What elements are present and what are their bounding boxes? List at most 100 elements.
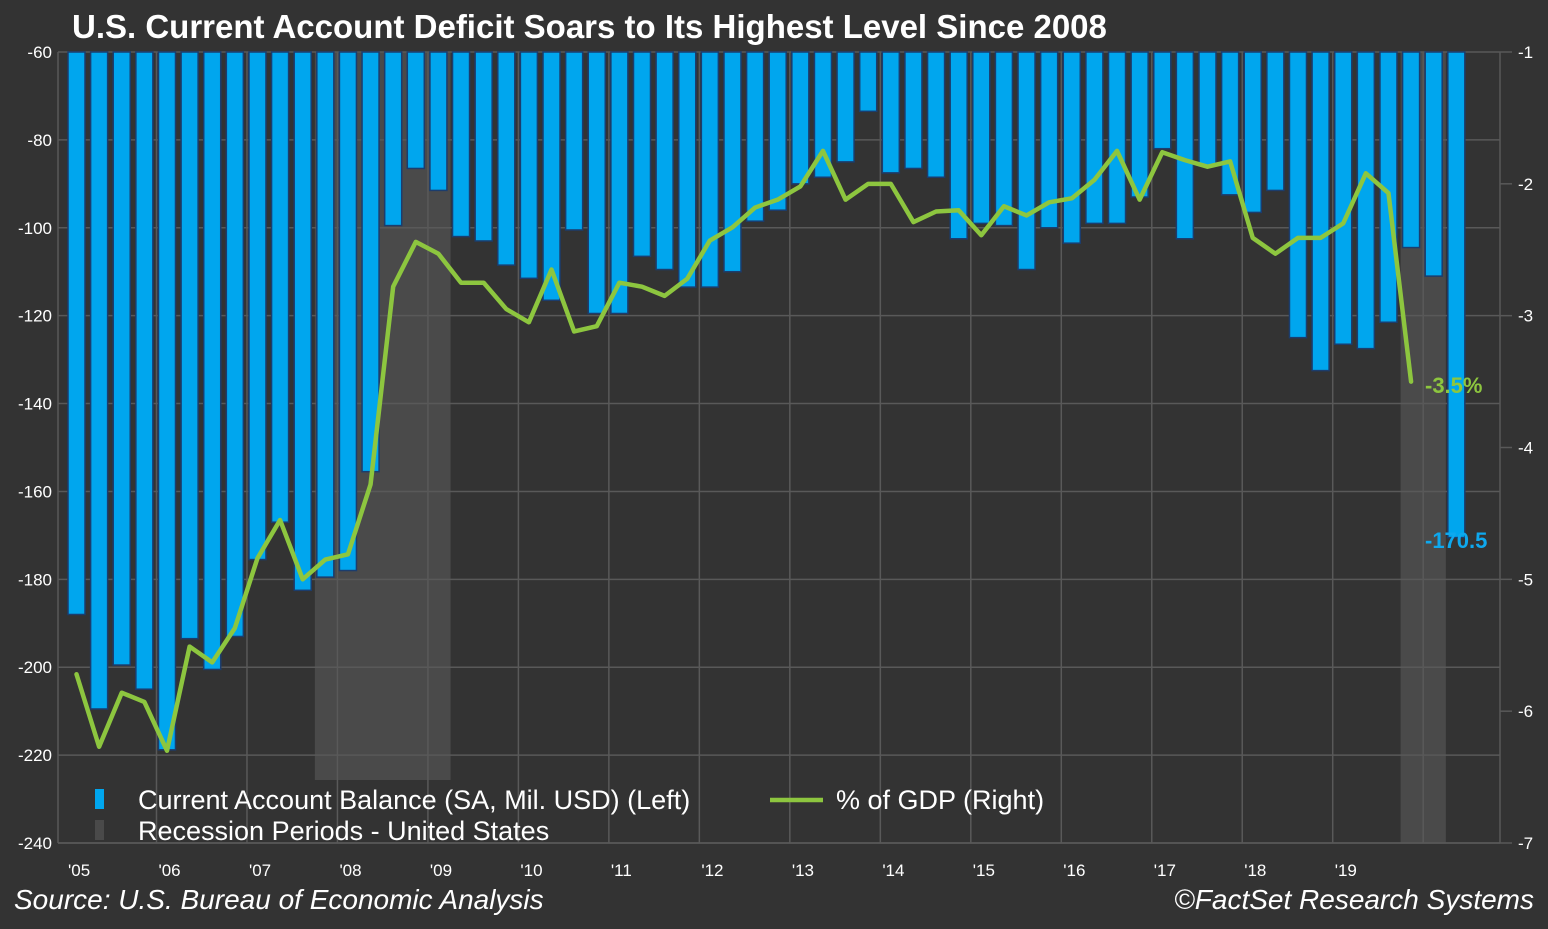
balance-bar (1311, 51, 1330, 372)
balance-bar (858, 51, 878, 113)
x-axis-tick-label: '09 (430, 861, 452, 880)
right-axis-tick-label: -1 (1518, 43, 1533, 62)
balance-bar (1062, 51, 1082, 244)
source-note: Source: U.S. Bureau of Economic Analysis (14, 884, 544, 915)
balance-bar (564, 51, 584, 231)
left-axis-tick-label: -180 (18, 570, 52, 589)
left-axis-tick-label: -80 (27, 131, 52, 150)
bar-layer (67, 51, 1466, 751)
x-axis-tick-label: '06 (158, 861, 180, 880)
balance-bar (677, 51, 697, 288)
gdp-percent-line (74, 148, 1414, 753)
balance-bar (791, 51, 810, 185)
balance-bar (610, 51, 629, 315)
left-axis-tick-label: -220 (18, 746, 52, 765)
balance-bar (1401, 51, 1421, 249)
balance-bar (202, 51, 222, 671)
left-axis-tick-label: -160 (18, 482, 52, 501)
balance-bar (1424, 51, 1443, 277)
balance-bar (429, 51, 448, 192)
balance-bar (1447, 51, 1466, 539)
left-axis-tick-label: -60 (27, 43, 52, 62)
axis-layer: -60 -80 -100 -120 -140 -160 -180 -200 -220 -240 -1… (18, 43, 1533, 880)
balance-bar (1266, 51, 1285, 192)
x-axis-tick-label: '16 (1063, 861, 1085, 880)
right-axis-tick-label: -7 (1518, 834, 1533, 853)
balance-bar (316, 51, 335, 578)
balance-bar (632, 51, 652, 258)
balance-bar (655, 51, 674, 271)
x-axis-tick-label: '17 (1154, 861, 1176, 880)
balance-bar (361, 51, 380, 473)
balance-bar (180, 51, 199, 640)
balance-bar (723, 51, 742, 273)
legend-bars-swatch (95, 789, 104, 809)
balance-bar (1243, 51, 1262, 214)
balance-bar (89, 51, 109, 710)
x-axis-tick-label: '15 (973, 861, 995, 880)
x-axis-tick-label: '11 (611, 861, 632, 880)
right-axis-tick-label: -3 (1518, 307, 1533, 326)
balance-bar (1175, 51, 1195, 240)
balance-bar (904, 51, 923, 170)
right-axis-tick-label: -2 (1518, 175, 1533, 194)
left-axis-tick-label: -240 (18, 834, 52, 853)
line-end-annotation: -3.5% (1425, 373, 1482, 398)
x-axis-tick-label: '05 (68, 861, 90, 880)
x-axis-tick-label: '13 (792, 861, 814, 880)
balance-bar (700, 51, 720, 288)
balance-bar (926, 51, 946, 178)
balance-bar (587, 51, 607, 315)
left-axis-tick-label: -120 (18, 307, 52, 326)
balance-bar (949, 51, 968, 240)
balance-bar (519, 51, 539, 280)
balance-bar (542, 51, 561, 302)
balance-bar (1288, 51, 1308, 339)
balance-bar (1017, 51, 1036, 271)
balance-bar (497, 51, 516, 266)
balance-bar (745, 51, 765, 222)
right-axis-tick-label: -4 (1518, 439, 1533, 458)
balance-bar (1153, 51, 1172, 150)
bar-end-annotation: -170.5 (1425, 528, 1487, 553)
legend-recession-swatch (95, 820, 104, 840)
annotation-layer: -3.5% -170.5 (1425, 373, 1487, 553)
balance-bar (994, 51, 1014, 227)
line-layer (74, 148, 1414, 753)
balance-bar (881, 51, 901, 174)
balance-bar (474, 51, 493, 242)
balance-bar (406, 51, 426, 170)
balance-bar (67, 51, 86, 616)
chart-title: U.S. Current Account Deficit Soars to It… (72, 8, 1107, 45)
balance-bar (813, 51, 833, 178)
balance-bar (1198, 51, 1217, 168)
balance-bar (1220, 51, 1240, 196)
balance-bar (1130, 51, 1149, 198)
left-axis-tick-label: -140 (18, 395, 52, 414)
copyright-note: ©FactSet Research Systems (1174, 884, 1534, 915)
legend: Current Account Balance (SA, Mil. USD) (… (95, 785, 1044, 846)
balance-bar (135, 51, 154, 690)
balance-bar (157, 51, 177, 751)
x-axis-tick-label: '19 (1335, 861, 1357, 880)
balance-bar (383, 51, 403, 227)
right-axis-tick-label: -6 (1518, 702, 1533, 721)
balance-bar (248, 51, 267, 561)
x-axis-tick-label: '08 (339, 861, 361, 880)
balance-bar (451, 51, 471, 238)
balance-bar (1333, 51, 1353, 345)
x-axis-tick-label: '18 (1244, 861, 1266, 880)
balance-bar (1356, 51, 1376, 350)
balance-bar (1039, 51, 1059, 229)
legend-recession-label: Recession Periods - United States (138, 816, 549, 846)
x-axis-tick-label: '10 (520, 861, 542, 880)
balance-bar (293, 51, 312, 592)
left-axis-tick-label: -200 (18, 658, 52, 677)
balance-bar (1085, 51, 1104, 225)
right-axis-tick-label: -5 (1518, 570, 1533, 589)
balance-bar (836, 51, 855, 163)
legend-bars-label: Current Account Balance (SA, Mil. USD) (… (138, 785, 690, 815)
x-axis-tick-label: '14 (882, 861, 904, 880)
balance-bar (768, 51, 787, 211)
